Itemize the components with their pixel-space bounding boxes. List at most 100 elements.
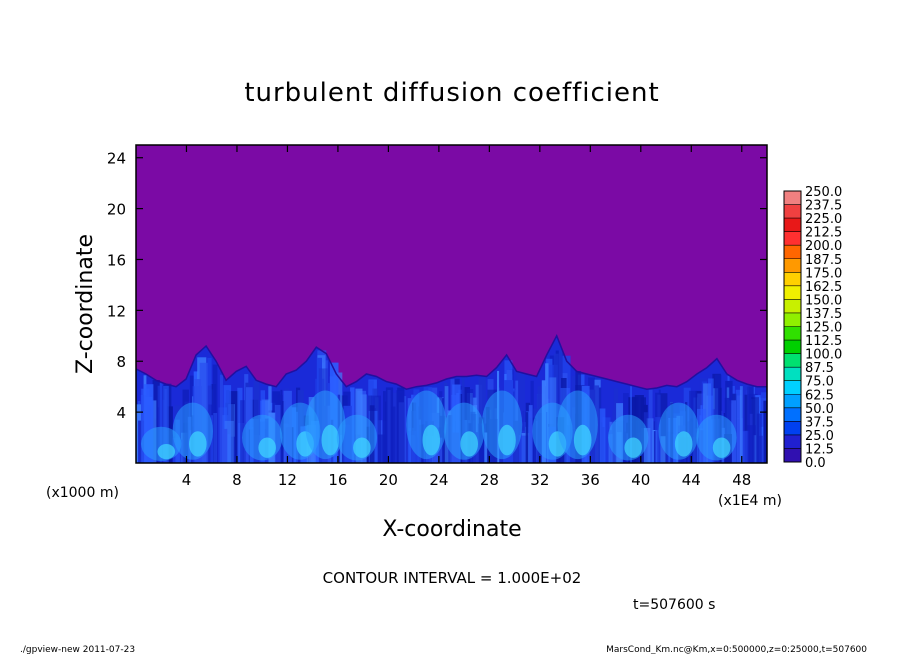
plume-streak xyxy=(224,420,234,463)
time-label: t=507600 s xyxy=(633,597,715,613)
colorbar-level-label: 12.5 xyxy=(805,442,834,457)
colorbar-level-label: 0.0 xyxy=(805,456,826,471)
y-tick-label: 8 xyxy=(116,353,126,371)
turbulent-core xyxy=(189,431,207,457)
plume-streak xyxy=(159,382,163,463)
plume-streak xyxy=(736,395,742,463)
colorbar-level-label: 25.0 xyxy=(805,429,834,444)
turbulent-core xyxy=(624,437,642,458)
colorbar-swatch xyxy=(784,434,801,449)
plume-streak xyxy=(138,420,145,463)
y-tick-label: 20 xyxy=(107,201,126,219)
colorbar-level-label: 87.5 xyxy=(805,361,834,376)
x-tick-label: 48 xyxy=(732,471,751,489)
colorbar-level-label: 212.5 xyxy=(805,226,842,241)
y-axis-label: Z-coordinate xyxy=(73,234,98,374)
plot-frame xyxy=(135,144,768,464)
turbulence-field xyxy=(136,333,767,463)
colorbar-swatch xyxy=(784,394,801,409)
colorbar-swatch xyxy=(784,326,801,341)
plume-streak xyxy=(213,413,218,463)
turbulent-core xyxy=(573,424,592,456)
plume-streak xyxy=(756,413,762,463)
plume-streak xyxy=(408,428,412,463)
colorbar-swatch xyxy=(784,421,801,436)
colorbar-level-label: 200.0 xyxy=(805,239,842,254)
plume-streak xyxy=(599,408,606,463)
colorbar-level-label: 250.0 xyxy=(805,185,842,200)
plume-streak xyxy=(529,417,537,463)
footer-left: ./gpview-new 2011-07-23 xyxy=(20,645,135,654)
colorbar-level-label: 175.0 xyxy=(805,266,842,281)
x-tick-label: 32 xyxy=(530,471,549,489)
plume-streak xyxy=(222,428,228,463)
x-tick-label: 28 xyxy=(480,471,499,489)
colorbar-level-label: 187.5 xyxy=(805,253,842,268)
x-tick-label: 16 xyxy=(328,471,347,489)
colorbar-swatch xyxy=(784,380,801,395)
footer-right: MarsCond_Km.nc@Km,x=0:500000,z=0:25000,t… xyxy=(606,645,867,654)
colorbar-level-label: 162.5 xyxy=(805,280,842,295)
turbulent-core xyxy=(712,437,731,458)
colorbar-swatch xyxy=(784,340,801,354)
colorbar-level-label: 37.5 xyxy=(805,415,834,430)
plume-streak xyxy=(237,387,243,463)
y-tick-label: 4 xyxy=(116,404,126,422)
turbulent-core xyxy=(157,444,176,460)
turbulent-core xyxy=(353,437,371,458)
colorbar-swatch xyxy=(784,218,801,232)
x-tick-label: 4 xyxy=(182,471,192,489)
turbulent-core xyxy=(674,431,693,457)
plume-streak xyxy=(763,400,767,463)
plume-streak xyxy=(387,389,391,463)
x-tick-label: 8 xyxy=(232,471,242,489)
colorbar-swatch xyxy=(784,204,801,219)
x-axis-multiplier: (x1E4 m) xyxy=(718,493,782,509)
y-tick-label: 16 xyxy=(107,251,126,269)
plume-streak xyxy=(744,394,748,463)
colorbar-level-label: 225.0 xyxy=(805,212,842,227)
x-tick-label: 36 xyxy=(581,471,600,489)
turbulent-core xyxy=(422,424,441,456)
plume-streak xyxy=(739,386,743,463)
turbulent-core xyxy=(258,437,277,458)
y-axis-ticks: 4 8 12 16 20 24 xyxy=(107,150,767,422)
x-tick-label: 12 xyxy=(278,471,297,489)
boundary-layer-edge xyxy=(136,333,767,390)
plume-streak xyxy=(519,435,529,463)
plume-streak xyxy=(383,391,386,463)
plume-streak xyxy=(377,434,387,463)
turbulent-core xyxy=(321,424,340,456)
colorbar-swatch xyxy=(784,258,801,273)
plot-area xyxy=(135,144,768,464)
x-axis-unit: (x1000 m) xyxy=(46,485,119,501)
x-tick-label: 40 xyxy=(631,471,650,489)
plume-streak xyxy=(141,388,150,463)
colorbar-swatch xyxy=(784,448,801,463)
plume-streak xyxy=(653,431,656,463)
y-tick-label: 24 xyxy=(107,150,126,168)
colorbar-level-label: 100.0 xyxy=(805,348,842,363)
plume-streak xyxy=(398,402,405,463)
colorbar-swatch xyxy=(784,353,801,368)
colorbar-level-label: 150.0 xyxy=(805,293,842,308)
colorbar-swatch xyxy=(784,231,801,246)
colorbar-swatch xyxy=(784,367,801,381)
colorbar-level-label: 50.0 xyxy=(805,402,834,417)
plume-streak xyxy=(403,396,407,463)
colorbar-swatch xyxy=(784,285,801,300)
plume-streak xyxy=(528,405,533,463)
colorbar-level-label: 62.5 xyxy=(805,388,834,403)
colorbar-swatch xyxy=(784,272,801,287)
colorbar-swatch xyxy=(784,407,801,422)
y-tick-label: 12 xyxy=(107,302,126,320)
plume-streak xyxy=(602,417,611,463)
plume-streak xyxy=(648,389,653,463)
colorbar-level-label: 112.5 xyxy=(805,334,842,349)
colorbar-level-label: 237.5 xyxy=(805,199,842,214)
turbulent-core xyxy=(498,424,516,456)
colorbar-swatch xyxy=(784,191,801,205)
chart-title: turbulent diffusion coefficient xyxy=(244,78,659,108)
plume-streak xyxy=(478,423,487,463)
color-bar: 250.0237.5225.0212.5200.0187.5175.0162.5… xyxy=(783,185,842,471)
